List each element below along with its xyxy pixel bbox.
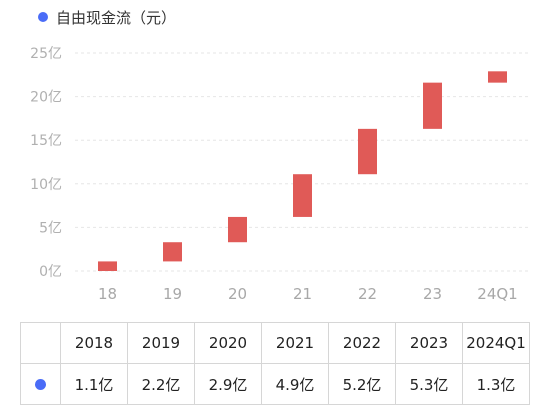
table-value-cell: 1.1亿: [60, 363, 128, 405]
table-header-cell: 2020: [194, 322, 262, 364]
table-header-cell: 2023: [395, 322, 463, 364]
x-axis-ticks: 18 19 20 21 22 23 24Q1: [98, 285, 518, 303]
x-tick-label: 21: [293, 285, 312, 303]
bar[interactable]: [228, 216, 247, 243]
x-tick-label: 19: [163, 285, 182, 303]
table-header-cell: 2019: [127, 322, 195, 364]
legend: 自由现金流（元）: [38, 7, 176, 27]
table-header-cell: 2022: [328, 322, 396, 364]
x-tick-label: 20: [228, 285, 247, 303]
table-value-cell: 5.2亿: [328, 363, 396, 405]
legend-label: 自由现金流（元）: [56, 8, 177, 27]
table-header-cell: 2021: [261, 322, 329, 364]
table-value-row: 1.1亿 2.2亿 2.9亿 4.9亿 5.2亿 5.3亿 1.3亿: [20, 363, 530, 405]
table-value-cell: 2.9亿: [194, 363, 262, 405]
table-header-cell: 2024Q1: [462, 322, 530, 364]
x-tick-label: 23: [423, 285, 442, 303]
y-tick-label: 10亿: [30, 177, 62, 193]
bar[interactable]: [423, 82, 442, 129]
y-tick-label: 25亿: [30, 46, 62, 62]
table-value-cell: 1.3亿: [462, 363, 530, 405]
bar[interactable]: [488, 71, 507, 83]
data-table: 2018 2019 2020 2021 2022 2023 2024Q1 1.1亿 2.2亿 2…: [20, 322, 530, 405]
waterfall-chart: 0亿 5亿 10亿 15亿 20亿 25亿 18 19 20 21 22 23 24Q1: [30, 46, 530, 303]
bar[interactable]: [293, 174, 312, 217]
legend-dot-icon: [38, 12, 48, 22]
x-tick-label: 18: [98, 285, 117, 303]
x-tick-label: 22: [358, 285, 377, 303]
y-axis-ticks: 0亿 5亿 10亿 15亿 20亿 25亿: [30, 46, 62, 280]
bar[interactable]: [163, 242, 182, 262]
table-value-cell: 5.3亿: [395, 363, 463, 405]
table-value-cell: 4.9亿: [261, 363, 329, 405]
row-series-marker: [20, 363, 61, 405]
table-header-cell: 2018: [60, 322, 128, 364]
table-header-row: 2018 2019 2020 2021 2022 2023 2024Q1: [20, 322, 530, 364]
x-tick-label: 24Q1: [477, 285, 517, 303]
bar[interactable]: [358, 128, 377, 175]
y-tick-label: 0亿: [39, 264, 62, 280]
table-value-cell: 2.2亿: [127, 363, 195, 405]
y-tick-label: 20亿: [30, 90, 62, 106]
header-corner: [20, 322, 61, 364]
bars: [98, 71, 507, 271]
series-dot-icon: [35, 379, 46, 390]
grid-lines: [75, 52, 530, 272]
bar[interactable]: [98, 261, 117, 271]
y-tick-label: 5亿: [39, 220, 62, 236]
y-tick-label: 15亿: [30, 133, 62, 149]
